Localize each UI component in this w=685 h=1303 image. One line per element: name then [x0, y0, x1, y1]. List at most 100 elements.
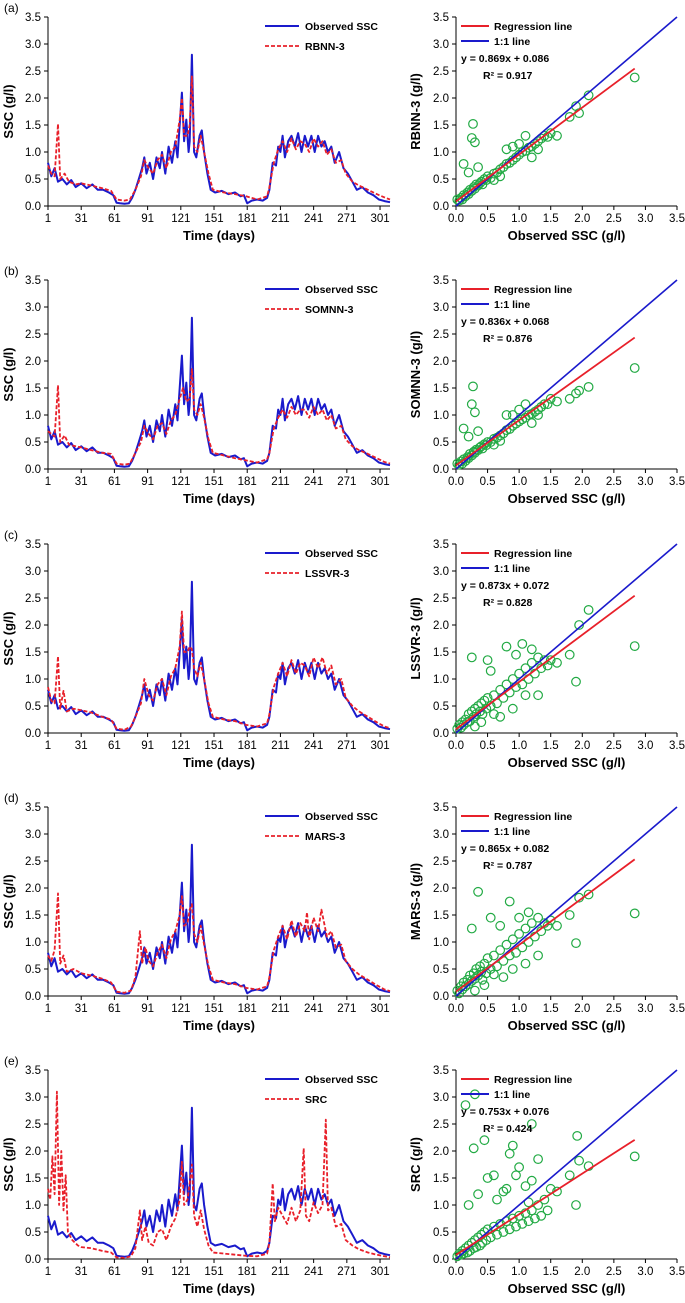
scatter-point	[571, 388, 581, 399]
scatter-point	[507, 141, 518, 152]
one-to-one-line	[455, 1069, 678, 1260]
x-tick-label: 0.0	[448, 740, 464, 752]
y-tick-label: 2.0	[25, 356, 41, 368]
y-tick-label: 3.5	[25, 802, 41, 814]
y-axis-label: SRC (g/l)	[408, 1137, 423, 1192]
scatter-point	[542, 1205, 553, 1216]
x-tick-label: 3.5	[669, 1003, 685, 1015]
scatter-point	[514, 929, 524, 939]
scatter-point	[501, 641, 512, 652]
y-tick-label: 0.0	[25, 464, 41, 476]
ts-panel-2: (c) 0.0 0.5 1.0 1.5 2.0 2.5 3.0 3.5 1 31 61 91 121 151…	[1, 528, 391, 770]
y-tick-label: 1.0	[25, 937, 41, 949]
x-tick-label: 3.5	[669, 1266, 685, 1278]
y-tick-label: 2.0	[25, 883, 41, 895]
y-axis-label: SSC (g/l)	[1, 1137, 16, 1191]
x-tick-label: 0.5	[480, 1003, 496, 1015]
y-tick-label: 0.5	[433, 437, 449, 449]
x-tick-label: 211	[271, 1003, 289, 1015]
scatter-point	[564, 649, 575, 660]
scatter-point	[463, 431, 474, 442]
x-tick-label: 31	[75, 213, 88, 225]
scatter-point	[476, 698, 487, 709]
scatter-point	[571, 676, 581, 687]
x-tick-label: 2.0	[574, 1003, 590, 1015]
legend-one-to-one-label: 1:1 line	[494, 36, 530, 48]
x-axis-label: Observed SSC (g/l)	[508, 1018, 626, 1033]
y-tick-label: 0.0	[433, 991, 449, 1003]
x-tick-label: 1.5	[543, 476, 559, 488]
scatter-point	[523, 1197, 534, 1208]
y-tick-label: 2.5	[433, 1119, 449, 1131]
x-tick-label: 61	[108, 1266, 121, 1278]
scatter-point	[466, 399, 477, 410]
y-tick-label: 2.0	[433, 356, 449, 368]
x-tick-label: 1	[45, 1003, 51, 1015]
x-tick-label: 3.5	[669, 213, 685, 225]
ts-panel-0: (a) 0.0 0.5 1.0 1.5 2.0 2.5 3.0 3.5 1 31 61 91 121 151…	[1, 1, 391, 243]
x-tick-label: 181	[238, 213, 257, 225]
x-tick-label: 3.0	[637, 1003, 653, 1015]
scatter-point	[552, 920, 562, 931]
scatter-point	[507, 964, 518, 974]
scatter-point	[470, 137, 480, 148]
scatter-point	[552, 657, 562, 668]
y-tick-label: 3.5	[25, 539, 41, 551]
y-axis-label: SSC (g/l)	[1, 611, 16, 665]
y-tick-label: 3.0	[433, 302, 449, 314]
regression-line	[455, 1139, 636, 1256]
y-tick-label: 3.5	[25, 275, 41, 287]
scatter-point	[495, 684, 506, 695]
x-tick-label: 91	[141, 740, 154, 752]
x-tick-label: 301	[370, 740, 389, 752]
scatter-point	[564, 1170, 575, 1181]
x-tick-label: 1	[45, 476, 51, 488]
scatter-point	[485, 912, 496, 923]
legend-model-label: RBNN-3	[305, 41, 345, 53]
one-to-one-line	[455, 279, 678, 470]
scatter-point	[539, 1194, 550, 1205]
y-axis-label: RBNN-3 (g/l)	[408, 73, 423, 150]
scatter-point	[470, 407, 480, 418]
x-tick-label: 1	[45, 213, 51, 225]
scatter-point	[533, 1154, 543, 1164]
y-tick-label: 3.0	[433, 1092, 449, 1104]
scatter-point	[482, 693, 493, 703]
scatter-point	[511, 1170, 521, 1181]
scatter-point	[463, 709, 474, 719]
y-tick-label: 3.5	[433, 12, 449, 24]
y-tick-label: 0.0	[433, 201, 449, 213]
scatter-point	[533, 652, 543, 663]
scatter-point	[507, 703, 518, 714]
scatter-point	[504, 1148, 515, 1159]
x-axis-label: Time (days)	[183, 1281, 255, 1296]
y-tick-label: 1.0	[433, 1200, 449, 1212]
scatter-panel-0: 0.0 0.5 1.0 1.5 2.0 2.5 3.0 3.5 0.0 0.5 1.0 1.5 2.0 2…	[408, 12, 685, 243]
scatter-point	[511, 649, 521, 660]
scatter-point	[504, 896, 515, 907]
observed-series-line	[47, 1106, 391, 1258]
x-tick-label: 61	[108, 476, 121, 488]
x-tick-label: 31	[75, 1266, 88, 1278]
observed-series-line	[47, 53, 391, 205]
scatter-point	[468, 381, 478, 392]
scatter-point	[533, 912, 543, 923]
scatter-point	[485, 666, 496, 676]
regression-line	[455, 594, 636, 730]
x-tick-label: 1	[45, 1266, 51, 1278]
model-series-line	[47, 368, 391, 466]
scatter-point	[552, 1186, 562, 1197]
x-tick-label: 0.0	[448, 213, 464, 225]
model-series-line	[47, 610, 391, 731]
x-tick-label: 301	[370, 476, 389, 488]
scatter-point	[520, 690, 531, 701]
legend-one-to-one-label: 1:1 line	[494, 563, 530, 575]
scatter-point	[542, 920, 553, 931]
scatter-point	[514, 912, 524, 923]
scatter-point	[470, 703, 480, 714]
scatter-point	[533, 144, 543, 155]
scatter-point	[583, 605, 594, 615]
y-tick-label: 1.5	[25, 383, 41, 395]
x-tick-label: 1.0	[511, 1266, 527, 1278]
scatter-point	[514, 1162, 524, 1173]
